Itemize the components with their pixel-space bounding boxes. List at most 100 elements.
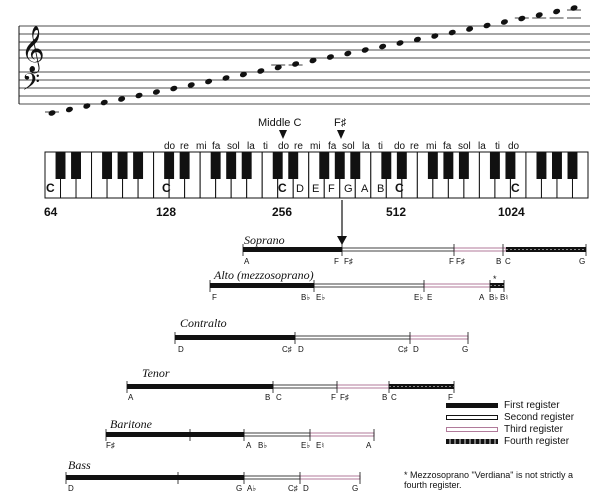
solfege-syllable: mi — [310, 141, 321, 152]
range-label: A — [128, 393, 134, 402]
black-key — [458, 152, 469, 179]
black-key — [443, 152, 454, 179]
range-ticks — [242, 244, 587, 256]
staff-note — [413, 36, 421, 43]
solfege-syllable: fa — [443, 141, 452, 152]
range-label: B♭ — [489, 293, 498, 302]
staff-note — [65, 106, 73, 113]
staff-note — [152, 89, 160, 95]
staff-note — [535, 12, 543, 18]
range-labels: F B♭ E♭ E♭ E A B♭ B♮ — [212, 293, 508, 302]
staff-note — [448, 29, 456, 36]
range-bar-second — [313, 283, 425, 288]
range-label: C♯ — [398, 345, 408, 354]
range-label: D — [68, 484, 74, 493]
range-label: A — [366, 441, 372, 450]
black-key — [427, 152, 438, 179]
voice-name: Tenor — [142, 366, 170, 380]
range-label: B — [382, 393, 387, 402]
black-key — [179, 152, 190, 179]
range-label: C — [505, 257, 511, 266]
staff-notes — [45, 5, 581, 116]
range-label: B — [265, 393, 270, 402]
legend-item-second-register: Second register — [446, 412, 596, 423]
middle-octave-letters: D E F G A B — [296, 183, 384, 195]
key-letter-c: C — [278, 181, 287, 195]
voice-soprano: Soprano A F F♯ F F♯ B C G — [242, 233, 587, 266]
key-letter: D — [296, 183, 304, 195]
legend-item-fourth-register: Fourth register — [446, 436, 596, 447]
key-letter: E — [312, 183, 319, 195]
black-key — [288, 152, 299, 179]
range-label: G — [579, 257, 585, 266]
legend-item-first-register: First register — [446, 400, 596, 411]
range-bar-second — [243, 432, 311, 437]
solfege-syllable: la — [247, 141, 255, 152]
black-key — [319, 152, 330, 179]
solfege-syllable: fa — [212, 141, 221, 152]
range-label: C♯ — [282, 345, 292, 354]
range-label: E♭ — [414, 293, 423, 302]
range-ticks — [209, 280, 505, 292]
staff-note — [309, 57, 317, 64]
f-sharp-arrow-icon — [337, 130, 345, 139]
range-ticks — [105, 429, 375, 441]
staff-note — [431, 33, 439, 39]
solfege-syllable: sol — [342, 141, 355, 152]
staff-note — [170, 85, 178, 92]
bass-clef-icon: 𝄢 — [22, 69, 40, 100]
range-bar-first — [66, 475, 244, 480]
range-bar-second — [341, 247, 455, 252]
solfege-row: do re mi fa sol la ti do re mi fa sol la… — [164, 141, 520, 152]
staff-note — [48, 110, 56, 116]
bass-staff-lines — [19, 71, 590, 105]
legend-label: Fourth register — [504, 436, 570, 447]
staff-note — [326, 54, 334, 60]
solfege-syllable: re — [294, 141, 303, 152]
staff-note — [83, 103, 91, 109]
legend-label: Second register — [504, 412, 575, 423]
range-label: D — [178, 345, 184, 354]
range-bar-first — [210, 283, 314, 288]
solfege-syllable: do — [508, 141, 520, 152]
solfege-syllable: sol — [227, 141, 240, 152]
range-label: D — [413, 345, 419, 354]
solfege-syllable: la — [362, 141, 370, 152]
f-sharp-pointer-arrowhead-icon — [337, 236, 347, 245]
key-letter-c: C — [395, 181, 404, 195]
range-label: G — [352, 484, 358, 493]
black-key — [210, 152, 221, 179]
f-sharp-label: F♯ — [334, 117, 347, 129]
voice-alto: Alto (mezzosoprano) * F B♭ E♭ E♭ E A B♭ … — [209, 268, 508, 302]
solfege-syllable: do — [164, 141, 176, 152]
solfege-syllable: do — [278, 141, 290, 152]
key-letter: F — [328, 183, 335, 195]
key-letter-c: C — [511, 181, 520, 195]
range-label: E♮ — [316, 441, 324, 450]
black-key — [226, 152, 237, 179]
range-label: G — [236, 484, 242, 493]
range-bar-first — [175, 335, 295, 340]
range-label: C — [391, 393, 397, 402]
staff-note — [100, 99, 108, 106]
solfege-syllable: ti — [495, 141, 500, 152]
range-ticks — [65, 472, 361, 484]
staff-note — [205, 78, 213, 85]
range-bar-second — [272, 384, 338, 389]
range-bar-third — [423, 283, 491, 288]
range-label: C — [276, 393, 282, 402]
range-label: A — [244, 257, 250, 266]
piano-keyboard — [44, 151, 589, 199]
range-label: F♯ — [344, 257, 353, 266]
legend-swatch-third — [446, 427, 498, 432]
solfege-syllable: re — [410, 141, 419, 152]
staff-note — [518, 15, 526, 22]
solfege-syllable: la — [478, 141, 486, 152]
range-label: F — [331, 393, 336, 402]
solfege-syllable: fa — [328, 141, 337, 152]
frequency-label: 64 — [44, 205, 58, 219]
staff-note — [379, 43, 387, 50]
middle-c-arrow-icon — [279, 130, 287, 139]
black-key — [241, 152, 252, 179]
range-label: D — [303, 484, 309, 493]
